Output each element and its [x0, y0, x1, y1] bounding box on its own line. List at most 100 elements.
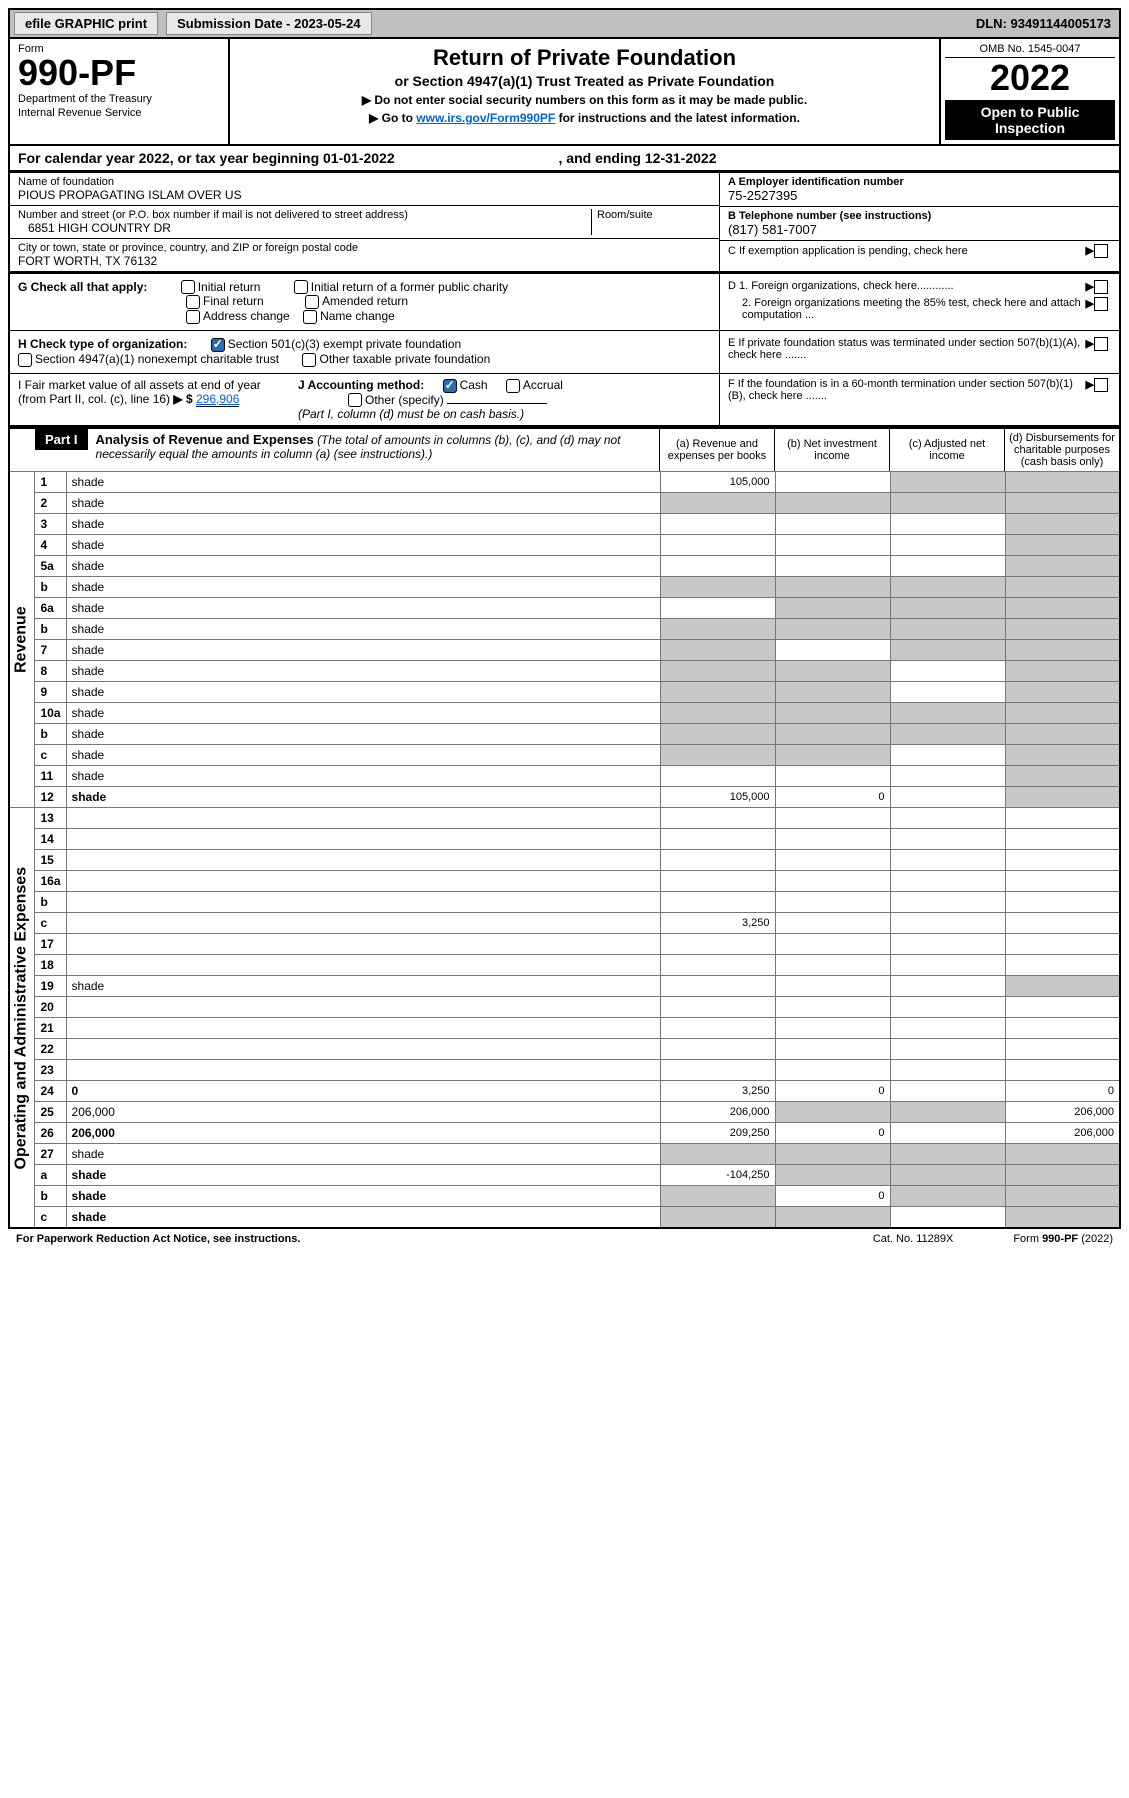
line-number: 3: [34, 514, 66, 535]
dept-treasury: Department of the Treasury: [18, 93, 220, 105]
amount-cell-b: [775, 1144, 890, 1165]
line-description: [66, 913, 660, 934]
line-number: 24: [34, 1081, 66, 1102]
amount-cell-b: [775, 577, 890, 598]
amount-cell-a: [660, 724, 775, 745]
j-label: J Accounting method:: [298, 378, 424, 392]
foundation-name: PIOUS PROPAGATING ISLAM OVER US: [18, 188, 711, 202]
j-cash-checkbox[interactable]: [443, 379, 457, 393]
amount-cell-a: [660, 1060, 775, 1081]
table-row: Revenue1shade105,000: [9, 472, 1120, 493]
amount-cell-a: [660, 1207, 775, 1229]
amount-cell-d: [1005, 787, 1120, 808]
i-value[interactable]: 296,906: [196, 392, 239, 407]
line-description: shade: [66, 682, 660, 703]
amount-cell-b: [775, 934, 890, 955]
amount-cell-b: 0: [775, 1123, 890, 1144]
line-description: shade: [66, 745, 660, 766]
instr-link: ▶ Go to www.irs.gov/Form990PF for instru…: [240, 111, 929, 125]
line-description: [66, 1039, 660, 1060]
amount-cell-d: [1005, 640, 1120, 661]
j-other-checkbox[interactable]: [348, 393, 362, 407]
efile-print-button[interactable]: efile GRAPHIC print: [14, 12, 158, 35]
line-number: a: [34, 1165, 66, 1186]
amount-cell-d: [1005, 472, 1120, 493]
amount-cell-d: [1005, 745, 1120, 766]
pending-checkbox[interactable]: [1094, 244, 1108, 258]
line-description: shade: [66, 598, 660, 619]
initial-return-checkbox[interactable]: [181, 280, 195, 294]
line-description: [66, 829, 660, 850]
line-number: 9: [34, 682, 66, 703]
amount-cell-c: [890, 493, 1005, 514]
amount-cell-c: [890, 1207, 1005, 1229]
line-number: c: [34, 913, 66, 934]
d2-label: 2. Foreign organizations meeting the 85%…: [728, 297, 1086, 321]
amended-checkbox[interactable]: [305, 295, 319, 309]
line-number: 2: [34, 493, 66, 514]
instr-ssn: ▶ Do not enter social security numbers o…: [240, 93, 929, 107]
table-row: 12shade105,0000: [9, 787, 1120, 808]
amount-cell-c: [890, 1165, 1005, 1186]
line-number: 14: [34, 829, 66, 850]
amount-cell-a: [660, 598, 775, 619]
amount-cell-d: [1005, 850, 1120, 871]
amount-cell-c: [890, 640, 1005, 661]
block-ijf: I Fair market value of all assets at end…: [8, 373, 1121, 428]
amount-cell-b: [775, 850, 890, 871]
amount-cell-d: [1005, 1165, 1120, 1186]
initial-pc-checkbox[interactable]: [294, 280, 308, 294]
amount-cell-a: [660, 829, 775, 850]
footer-left: For Paperwork Reduction Act Notice, see …: [16, 1233, 300, 1245]
j-accrual-checkbox[interactable]: [506, 379, 520, 393]
amount-cell-b: [775, 493, 890, 514]
h-501c3-checkbox[interactable]: [211, 338, 225, 352]
col-c-header: (c) Adjusted net income: [889, 429, 1004, 471]
amount-cell-c: [890, 514, 1005, 535]
amount-cell-a: [660, 892, 775, 913]
amount-cell-c: [890, 556, 1005, 577]
table-row: b: [9, 892, 1120, 913]
amount-cell-b: [775, 766, 890, 787]
table-row: cshade: [9, 1207, 1120, 1229]
d2-checkbox[interactable]: [1094, 297, 1108, 311]
amount-cell-d: [1005, 766, 1120, 787]
f-checkbox[interactable]: [1094, 378, 1108, 392]
table-row: 2shade: [9, 493, 1120, 514]
irs-link[interactable]: www.irs.gov/Form990PF: [416, 111, 555, 125]
amount-cell-b: [775, 556, 890, 577]
d1-label: D 1. Foreign organizations, check here..…: [728, 280, 1086, 294]
line-description: [66, 808, 660, 829]
name-change-checkbox[interactable]: [303, 310, 317, 324]
line-description: [66, 997, 660, 1018]
addr-change-checkbox[interactable]: [186, 310, 200, 324]
room-suite-label: Room/suite: [591, 209, 711, 235]
amount-cell-c: [890, 1039, 1005, 1060]
h-4947-checkbox[interactable]: [18, 353, 32, 367]
form-title: Return of Private Foundation: [240, 45, 929, 71]
line-number: 22: [34, 1039, 66, 1060]
j-note: (Part I, column (d) must be on cash basi…: [298, 407, 524, 421]
table-row: 7shade: [9, 640, 1120, 661]
h-other-tax-checkbox[interactable]: [302, 353, 316, 367]
amount-cell-b: [775, 829, 890, 850]
amount-cell-c: [890, 1186, 1005, 1207]
line-description: shade: [66, 724, 660, 745]
e-checkbox[interactable]: [1094, 337, 1108, 351]
line-description: shade: [66, 1144, 660, 1165]
final-return-checkbox[interactable]: [186, 295, 200, 309]
amount-cell-d: [1005, 871, 1120, 892]
table-row: bshade: [9, 619, 1120, 640]
amount-cell-b: [775, 703, 890, 724]
amount-cell-c: [890, 1144, 1005, 1165]
line-number: 15: [34, 850, 66, 871]
amount-cell-b: [775, 535, 890, 556]
col-d-header: (d) Disbursements for charitable purpose…: [1004, 429, 1119, 471]
form-subtitle: or Section 4947(a)(1) Trust Treated as P…: [240, 73, 929, 89]
amount-cell-a: [660, 871, 775, 892]
amount-cell-d: 206,000: [1005, 1102, 1120, 1123]
address-value: 6851 HIGH COUNTRY DR: [18, 221, 591, 235]
amount-cell-b: [775, 1018, 890, 1039]
d1-checkbox[interactable]: [1094, 280, 1108, 294]
line-number: b: [34, 724, 66, 745]
